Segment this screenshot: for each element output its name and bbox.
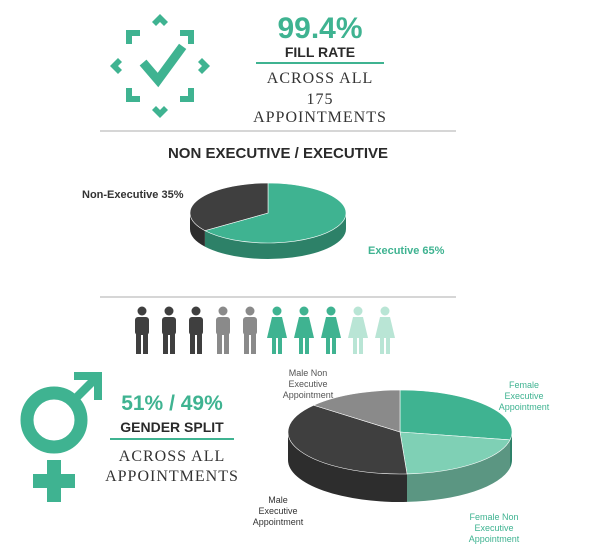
exec-pie-side-0 bbox=[204, 213, 346, 259]
person-icon-8 bbox=[348, 306, 368, 354]
fill-rate-label: FILL RATE bbox=[284, 44, 356, 60]
person-icon-6 bbox=[294, 306, 314, 354]
gender-line2: APPOINTMENTS bbox=[105, 468, 239, 485]
person-icon-1 bbox=[162, 306, 176, 354]
person-icon-0 bbox=[135, 306, 149, 354]
gender-split-percent: 51% / 49% bbox=[121, 392, 223, 415]
person-icon-5 bbox=[267, 306, 287, 354]
divider-top bbox=[100, 130, 456, 132]
person-icon-3 bbox=[216, 306, 230, 354]
gender-pie-slice-0 bbox=[399, 389, 513, 441]
gender-split-label: GENDER SPLIT bbox=[120, 419, 224, 435]
check-icon bbox=[110, 14, 210, 118]
person-icon-7 bbox=[321, 306, 341, 354]
exec-pie-slice-1 bbox=[189, 182, 269, 231]
person-icon-2 bbox=[189, 306, 203, 354]
fill-rate-underline bbox=[256, 62, 384, 64]
non-exec-label: Non-Executive 35% bbox=[82, 189, 184, 201]
gender-line1: ACROSS ALL bbox=[118, 448, 226, 465]
person-icon-4 bbox=[243, 306, 257, 354]
female-symbol-icon bbox=[20, 386, 88, 454]
gender-pie-chart: Male Non Executive Appointment Female Execut… bbox=[253, 368, 550, 544]
female-non-exec-label: Female Non Executive Appointment bbox=[469, 512, 520, 544]
gender-underline bbox=[110, 438, 234, 440]
gender-pie-side-1 bbox=[407, 439, 511, 502]
gender-pie-slice-3 bbox=[312, 389, 401, 433]
fill-rate-line2: 175 APPOINTMENTS bbox=[253, 91, 387, 126]
gender-pie-side-2 bbox=[288, 432, 408, 502]
divider-mid bbox=[100, 296, 456, 298]
people-row bbox=[135, 306, 395, 354]
exec-pie-slice-0 bbox=[204, 182, 347, 244]
male-exec-label: Male Executive Appointment bbox=[253, 495, 304, 527]
female-exec-label: Female Executive Appointment bbox=[499, 380, 550, 412]
exec-pie-side-1 bbox=[190, 213, 205, 247]
male-symbol-icon bbox=[72, 372, 102, 402]
exec-pie-chart: Non-Executive 35% Executive 65% bbox=[82, 182, 445, 259]
exec-label: Executive 65% bbox=[368, 245, 445, 257]
gender-pie-side-0 bbox=[510, 432, 512, 468]
fill-rate-percent: 99.4% bbox=[277, 12, 363, 45]
fill-rate-line1: ACROSS ALL bbox=[266, 70, 374, 87]
gender-pie-slice-2 bbox=[287, 404, 408, 475]
male-non-exec-label: Male Non Executive Appointment bbox=[283, 368, 334, 400]
gender-pie-slice-1 bbox=[399, 431, 511, 475]
male-female-symbol-icon bbox=[20, 372, 102, 502]
section-title-exec: NON EXECUTIVE / EXECUTIVE bbox=[167, 145, 389, 162]
person-icon-9 bbox=[375, 306, 395, 354]
